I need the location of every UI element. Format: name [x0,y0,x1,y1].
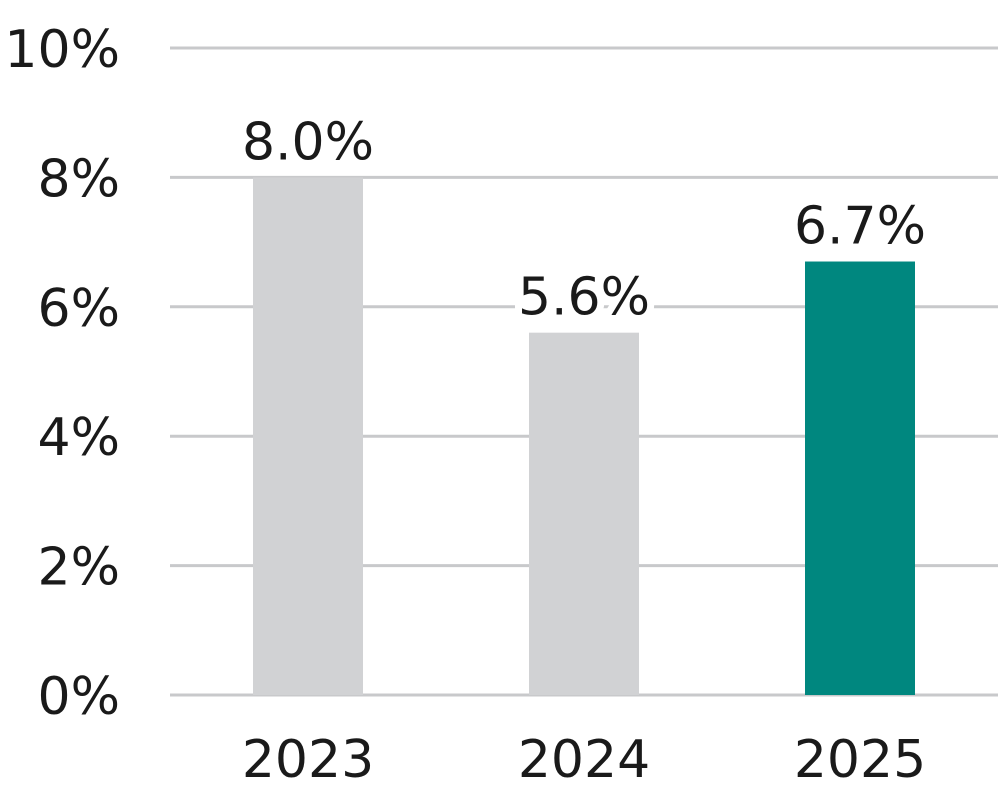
bar-2025 [805,261,915,695]
y-tick-label: 2% [38,538,121,598]
x-category-label: 2025 [794,730,926,789]
y-axis-tick-labels: 0% 2% 4% 6% 8% 10% [4,20,120,727]
data-label-2025: 6.7% [794,197,926,257]
y-tick-label: 4% [38,408,121,468]
data-label-2024: 5.6% [518,268,650,328]
bar-2023 [253,177,363,695]
y-tick-label: 10% [4,20,120,80]
bars [253,177,915,695]
x-axis-category-labels: 2023 2024 2025 [242,730,926,789]
bar-2024 [529,332,639,695]
x-category-label: 2023 [242,730,374,789]
x-category-label: 2024 [518,730,650,789]
y-tick-label: 6% [38,279,121,339]
y-tick-label: 0% [38,667,121,727]
y-tick-label: 8% [38,149,121,209]
data-label-2023: 8.0% [242,112,374,172]
data-labels: 8.0% 5.6% 6.7% [235,105,933,334]
